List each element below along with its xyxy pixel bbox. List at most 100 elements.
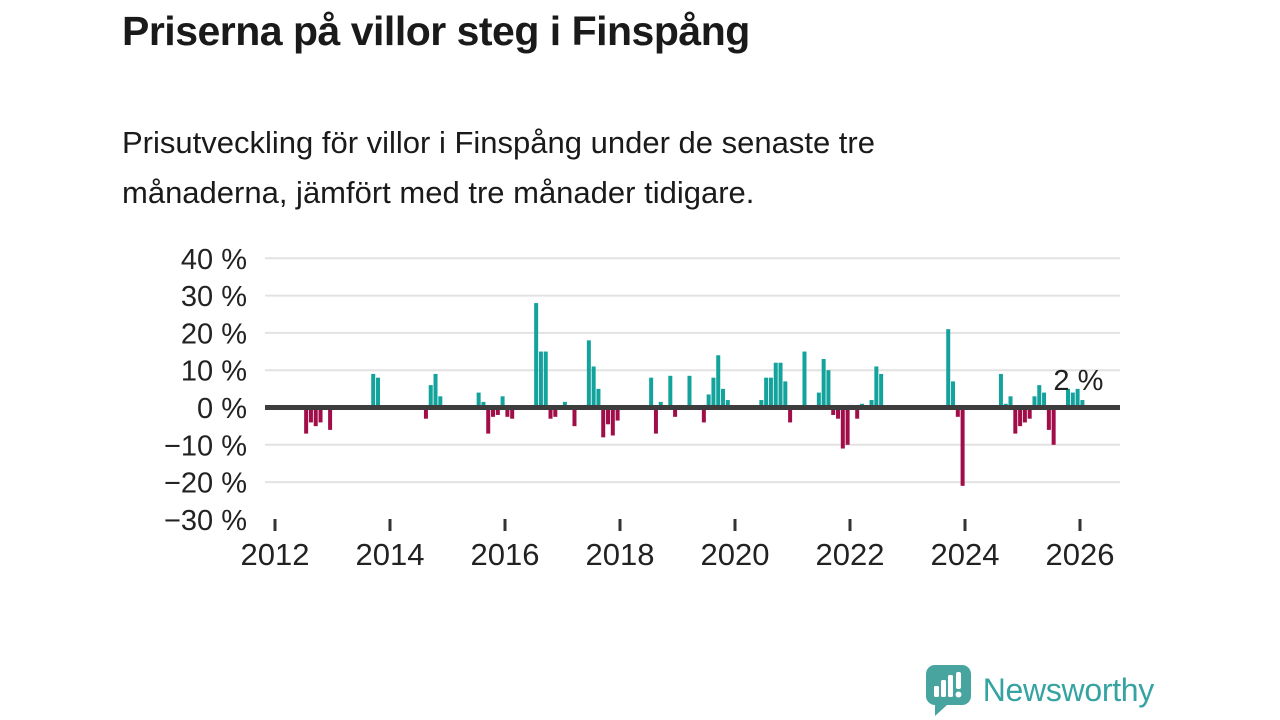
bar bbox=[1008, 396, 1013, 408]
bar bbox=[1070, 392, 1075, 408]
bar bbox=[840, 407, 845, 449]
bar bbox=[481, 401, 486, 408]
y-axis-label: 10 % bbox=[181, 356, 247, 388]
bar bbox=[553, 407, 558, 417]
bar bbox=[658, 401, 663, 408]
chart-subtitle-line-2: månaderna, jämfört med tre månader tidig… bbox=[122, 175, 755, 211]
bar bbox=[998, 373, 1003, 408]
bar bbox=[955, 407, 960, 417]
bar bbox=[500, 396, 505, 408]
bar bbox=[778, 362, 783, 408]
bar bbox=[328, 407, 333, 430]
y-gridlines bbox=[265, 257, 1120, 484]
bar bbox=[687, 375, 692, 408]
bar bbox=[946, 329, 951, 408]
bar bbox=[438, 396, 443, 408]
x-axis-labels: 2012 2014 2016 2018 2020 2022 2024 2026 bbox=[241, 537, 1115, 572]
bar bbox=[721, 388, 726, 408]
bar bbox=[586, 340, 591, 408]
bar bbox=[562, 401, 567, 408]
bar bbox=[510, 407, 515, 419]
bar bbox=[538, 351, 543, 408]
bar bbox=[706, 394, 711, 408]
y-axis-labels: 40 % 30 % 20 % 10 % 0 % −10 % −20 % −30 % bbox=[164, 244, 247, 537]
bar bbox=[879, 373, 884, 408]
bar bbox=[845, 407, 850, 445]
value-annotation: 2 % bbox=[1053, 365, 1103, 397]
bar bbox=[1018, 407, 1023, 427]
bar bbox=[802, 351, 807, 408]
y-axis-label: 40 % bbox=[181, 244, 247, 276]
bar bbox=[783, 381, 788, 408]
bar bbox=[1075, 388, 1080, 408]
bar bbox=[1066, 388, 1071, 408]
bar bbox=[371, 373, 376, 408]
bar bbox=[1027, 407, 1032, 419]
bar bbox=[960, 407, 965, 486]
newsworthy-logo-icon bbox=[925, 665, 971, 716]
bar bbox=[318, 407, 323, 423]
bar bbox=[423, 407, 428, 419]
bar bbox=[649, 377, 654, 408]
bar bbox=[304, 407, 309, 434]
bar bbox=[433, 373, 438, 408]
bar bbox=[716, 355, 721, 408]
bar bbox=[836, 407, 841, 419]
bar bbox=[1022, 407, 1027, 423]
logo-chart-bars bbox=[933, 672, 962, 698]
bar bbox=[951, 381, 956, 408]
bar bbox=[1051, 407, 1056, 445]
bar bbox=[711, 377, 716, 408]
bar bbox=[831, 407, 836, 415]
bar bbox=[476, 392, 481, 408]
bar bbox=[874, 366, 879, 408]
bars-group bbox=[304, 303, 1085, 486]
x-axis-label: 2014 bbox=[356, 537, 425, 572]
y-axis-label: −10 % bbox=[164, 430, 247, 462]
bar bbox=[606, 407, 611, 425]
bar bbox=[601, 407, 606, 438]
bar bbox=[668, 375, 673, 408]
bar bbox=[855, 407, 860, 419]
bar bbox=[376, 377, 381, 408]
y-axis-label: 20 % bbox=[181, 318, 247, 350]
bar bbox=[596, 388, 601, 408]
bar bbox=[591, 366, 596, 408]
bar bbox=[313, 407, 318, 427]
bar bbox=[788, 407, 793, 423]
bar bbox=[673, 407, 678, 417]
bar bbox=[615, 407, 620, 421]
bar bbox=[543, 351, 548, 408]
bar bbox=[1013, 407, 1018, 434]
bar bbox=[759, 400, 764, 408]
bar bbox=[1042, 392, 1047, 408]
chart-subtitle-line-1: Prisutveckling för villor i Finspång und… bbox=[122, 125, 875, 160]
bar bbox=[428, 385, 433, 408]
x-axis-label: 2016 bbox=[471, 537, 540, 572]
bar bbox=[773, 362, 778, 408]
bar bbox=[610, 407, 615, 436]
bar bbox=[768, 377, 773, 408]
y-axis-label: 0 % bbox=[197, 393, 247, 425]
bar bbox=[495, 407, 500, 415]
bar bbox=[725, 400, 730, 408]
chart-title: Priserna på villor steg i Finspång bbox=[122, 8, 750, 54]
bar bbox=[826, 370, 831, 408]
bar bbox=[1080, 400, 1085, 408]
bar bbox=[701, 407, 706, 423]
bar bbox=[1032, 396, 1037, 408]
bar bbox=[572, 407, 577, 427]
bar bbox=[308, 407, 313, 423]
x-axis-label: 2012 bbox=[241, 537, 310, 572]
bar bbox=[764, 377, 769, 408]
newsworthy-logo-text: Newsworthy bbox=[982, 671, 1155, 708]
x-axis-label: 2018 bbox=[586, 537, 655, 572]
bar bbox=[548, 407, 553, 419]
bar bbox=[816, 392, 821, 408]
bar bbox=[821, 359, 826, 408]
bar bbox=[486, 407, 491, 434]
y-axis-label: −30 % bbox=[164, 505, 247, 537]
